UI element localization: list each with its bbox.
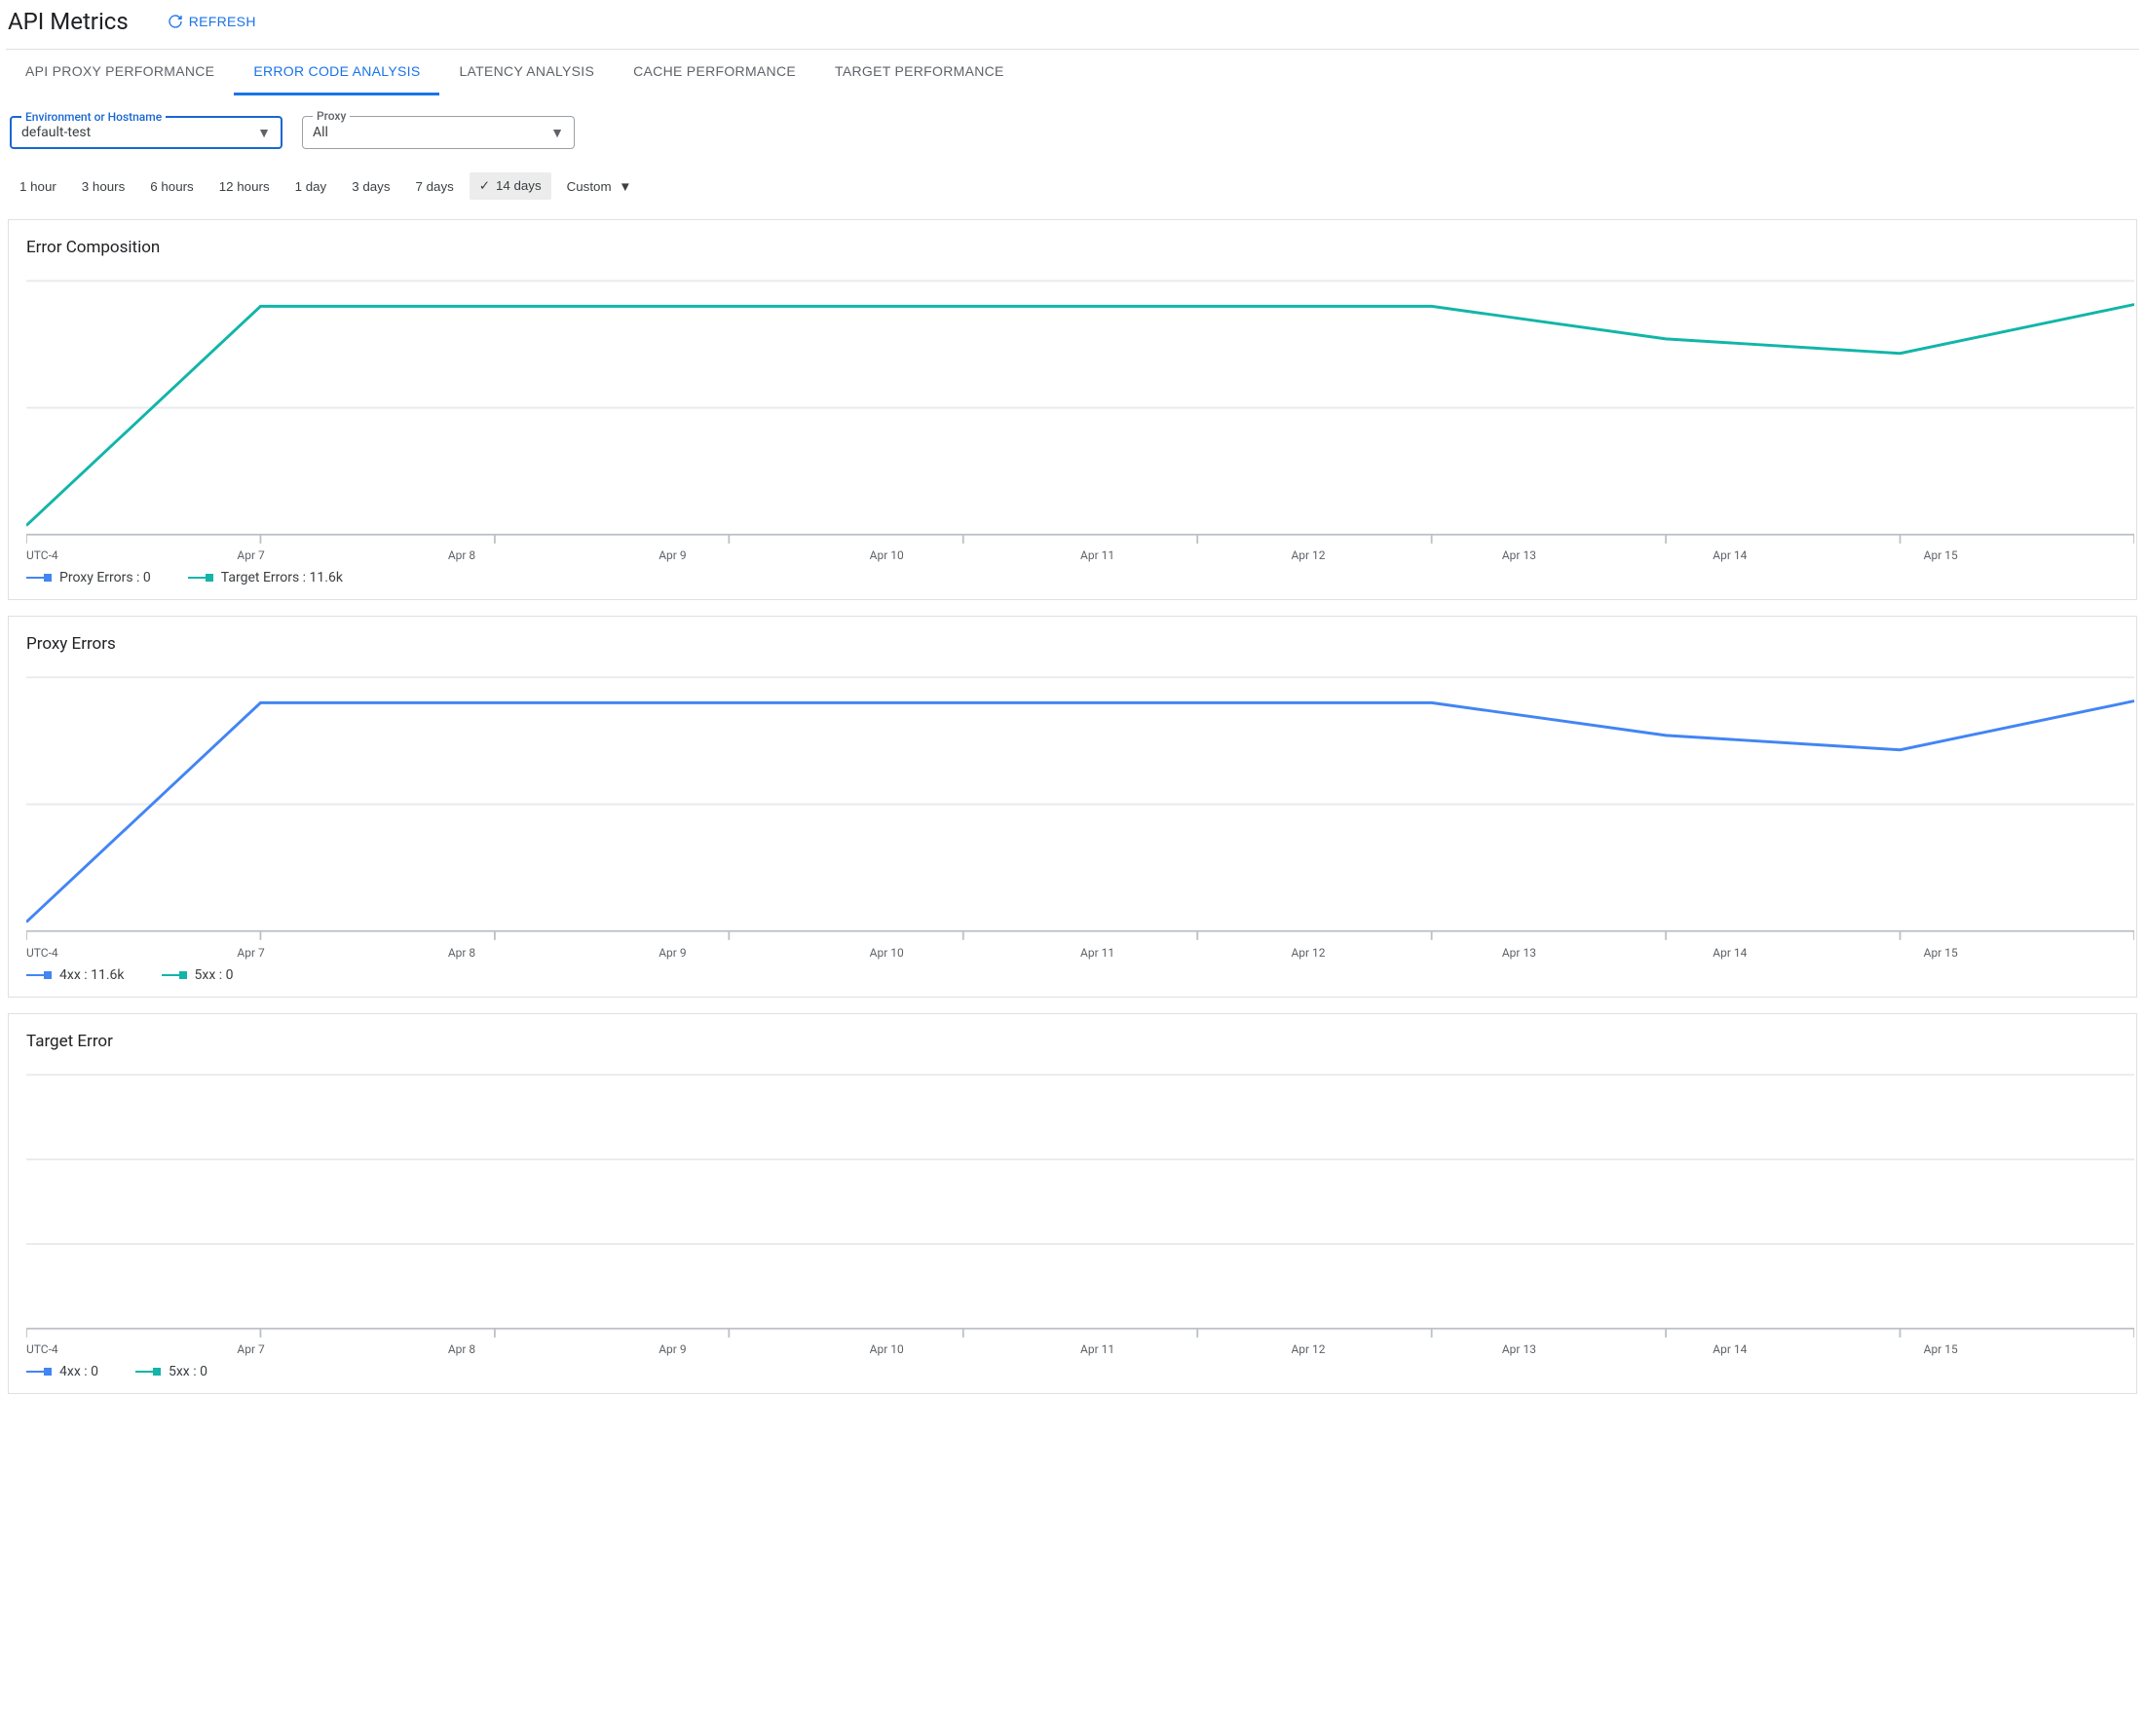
legend-label: 5xx : 0 — [169, 1364, 207, 1379]
x-axis-label: UTC-4 — [26, 548, 237, 562]
time-range-14-days[interactable]: ✓14 days — [470, 172, 551, 200]
time-range-row: 1 hour3 hours6 hours12 hours1 day3 days 7… — [6, 159, 2139, 215]
tabs-bar: API PROXY PERFORMANCEERROR CODE ANALYSIS… — [6, 50, 2139, 96]
x-axis-label: Apr 12 — [1291, 548, 1501, 562]
x-axis-labels: UTC-4Apr 7Apr 8Apr 9Apr 10Apr 11Apr 12Ap… — [26, 548, 2134, 562]
legend-label: 4xx : 0 — [59, 1364, 98, 1379]
x-axis-label: Apr 8 — [448, 548, 659, 562]
x-axis-labels: UTC-4Apr 7Apr 8Apr 9Apr 10Apr 11Apr 12Ap… — [26, 946, 2134, 960]
x-axis-label: Apr 11 — [1080, 1342, 1291, 1356]
x-axis-label: Apr 13 — [1502, 548, 1712, 562]
chart-card-proxy-errors: Proxy ErrorsUTC-4Apr 7Apr 8Apr 9Apr 10Ap… — [8, 616, 2137, 997]
chart-title: Error Composition — [26, 238, 2134, 257]
chevron-down-icon: ▼ — [257, 125, 271, 141]
proxy-select[interactable]: Proxy All ▼ — [302, 116, 575, 149]
environment-select[interactable]: Environment or Hostname default-test ▼ — [10, 116, 282, 149]
legend-swatch — [135, 1367, 161, 1377]
proxy-select-label: Proxy — [313, 109, 350, 123]
legend-label: 5xx : 0 — [195, 967, 234, 983]
legend-label: 4xx : 11.6k — [59, 967, 125, 983]
tab-api-proxy-performance[interactable]: API PROXY PERFORMANCE — [6, 50, 234, 95]
x-axis-label: Apr 15 — [1924, 1342, 2134, 1356]
time-range-3-hours[interactable]: 3 hours — [72, 173, 134, 200]
time-range-3-days[interactable]: 3 days — [342, 173, 399, 200]
chart-plot: UTC-4Apr 7Apr 8Apr 9Apr 10Apr 11Apr 12Ap… — [26, 263, 2134, 562]
legend-swatch — [26, 573, 52, 583]
chart-title: Target Error — [26, 1032, 2134, 1051]
tab-error-code-analysis[interactable]: ERROR CODE ANALYSIS — [234, 50, 439, 95]
x-axis-label: Apr 7 — [237, 946, 447, 960]
series-line-4xx — [26, 701, 2134, 923]
legend-swatch — [162, 970, 187, 980]
chart-card-error-composition: Error CompositionUTC-4Apr 7Apr 8Apr 9Apr… — [8, 219, 2137, 600]
legend-item-proxy-errors[interactable]: Proxy Errors : 0 — [26, 570, 151, 585]
tab-target-performance[interactable]: TARGET PERFORMANCE — [815, 50, 1024, 95]
x-axis-label: Apr 10 — [870, 1342, 1080, 1356]
time-range-1-hour[interactable]: 1 hour — [10, 173, 66, 200]
environment-select-value: default-test — [21, 125, 257, 140]
x-axis-label: Apr 15 — [1924, 548, 2134, 562]
x-axis-label: Apr 13 — [1502, 946, 1712, 960]
x-axis-label: Apr 8 — [448, 946, 659, 960]
tab-latency-analysis[interactable]: LATENCY ANALYSIS — [439, 50, 614, 95]
x-axis-label: Apr 7 — [237, 548, 447, 562]
series-line-target-errors — [26, 305, 2134, 526]
refresh-button[interactable]: REFRESH — [160, 10, 264, 33]
x-axis-label: Apr 10 — [870, 548, 1080, 562]
legend-item-4xx[interactable]: 4xx : 11.6k — [26, 967, 125, 983]
chart-legend: 4xx : 11.6k 5xx : 0 — [26, 960, 2134, 989]
refresh-label: REFRESH — [189, 14, 256, 29]
legend-label: Target Errors : 11.6k — [221, 570, 343, 585]
chart-legend: 4xx : 0 5xx : 0 — [26, 1356, 2134, 1385]
chevron-down-icon: ▼ — [550, 125, 564, 141]
proxy-select-value: All — [313, 125, 550, 140]
legend-label: Proxy Errors : 0 — [59, 570, 151, 585]
legend-swatch — [188, 573, 213, 583]
environment-select-label: Environment or Hostname — [21, 110, 166, 124]
time-range-12-hours[interactable]: 12 hours — [209, 173, 280, 200]
x-axis-label: Apr 12 — [1291, 946, 1501, 960]
x-axis-label: Apr 12 — [1291, 1342, 1501, 1356]
x-axis-label: Apr 7 — [237, 1342, 447, 1356]
x-axis-labels: UTC-4Apr 7Apr 8Apr 9Apr 10Apr 11Apr 12Ap… — [26, 1342, 2134, 1356]
time-range-7-days[interactable]: 7 days — [406, 173, 464, 200]
x-axis-label: Apr 9 — [659, 548, 869, 562]
page-title: API Metrics — [8, 8, 129, 35]
legend-swatch — [26, 1367, 52, 1377]
page-header: API Metrics REFRESH — [6, 0, 2139, 49]
legend-item-5xx[interactable]: 5xx : 0 — [135, 1364, 207, 1379]
chart-plot: UTC-4Apr 7Apr 8Apr 9Apr 10Apr 11Apr 12Ap… — [26, 660, 2134, 959]
check-icon: ✓ — [479, 178, 490, 193]
x-axis-label: Apr 11 — [1080, 548, 1291, 562]
x-axis-label: Apr 8 — [448, 1342, 659, 1356]
x-axis-label: Apr 9 — [659, 946, 869, 960]
refresh-icon — [168, 14, 183, 29]
x-axis-label: Apr 14 — [1712, 1342, 1923, 1356]
x-axis-label: Apr 13 — [1502, 1342, 1712, 1356]
legend-item-target-errors[interactable]: Target Errors : 11.6k — [188, 570, 343, 585]
chart-title: Proxy Errors — [26, 634, 2134, 654]
x-axis-label: Apr 11 — [1080, 946, 1291, 960]
time-range-6-hours[interactable]: 6 hours — [140, 173, 203, 200]
chevron-down-icon: ▼ — [619, 179, 631, 194]
x-axis-label: UTC-4 — [26, 946, 237, 960]
legend-item-5xx[interactable]: 5xx : 0 — [162, 967, 234, 983]
time-range-1-day[interactable]: 1 day — [285, 173, 337, 200]
filters-row: Environment or Hostname default-test ▼ P… — [6, 96, 2139, 159]
legend-swatch — [26, 970, 52, 980]
x-axis-label: Apr 14 — [1712, 548, 1923, 562]
chart-plot: UTC-4Apr 7Apr 8Apr 9Apr 10Apr 11Apr 12Ap… — [26, 1057, 2134, 1356]
charts-container: Error CompositionUTC-4Apr 7Apr 8Apr 9Apr… — [6, 219, 2139, 1394]
x-axis-label: Apr 10 — [870, 946, 1080, 960]
x-axis-label: Apr 15 — [1924, 946, 2134, 960]
legend-item-4xx[interactable]: 4xx : 0 — [26, 1364, 98, 1379]
tab-cache-performance[interactable]: CACHE PERFORMANCE — [614, 50, 815, 95]
time-range-custom[interactable]: Custom ▼ — [557, 173, 642, 200]
x-axis-label: UTC-4 — [26, 1342, 237, 1356]
x-axis-label: Apr 9 — [659, 1342, 869, 1356]
chart-card-target-error: Target ErrorUTC-4Apr 7Apr 8Apr 9Apr 10Ap… — [8, 1013, 2137, 1394]
chart-legend: Proxy Errors : 0 Target Errors : 11.6k — [26, 562, 2134, 591]
x-axis-label: Apr 14 — [1712, 946, 1923, 960]
